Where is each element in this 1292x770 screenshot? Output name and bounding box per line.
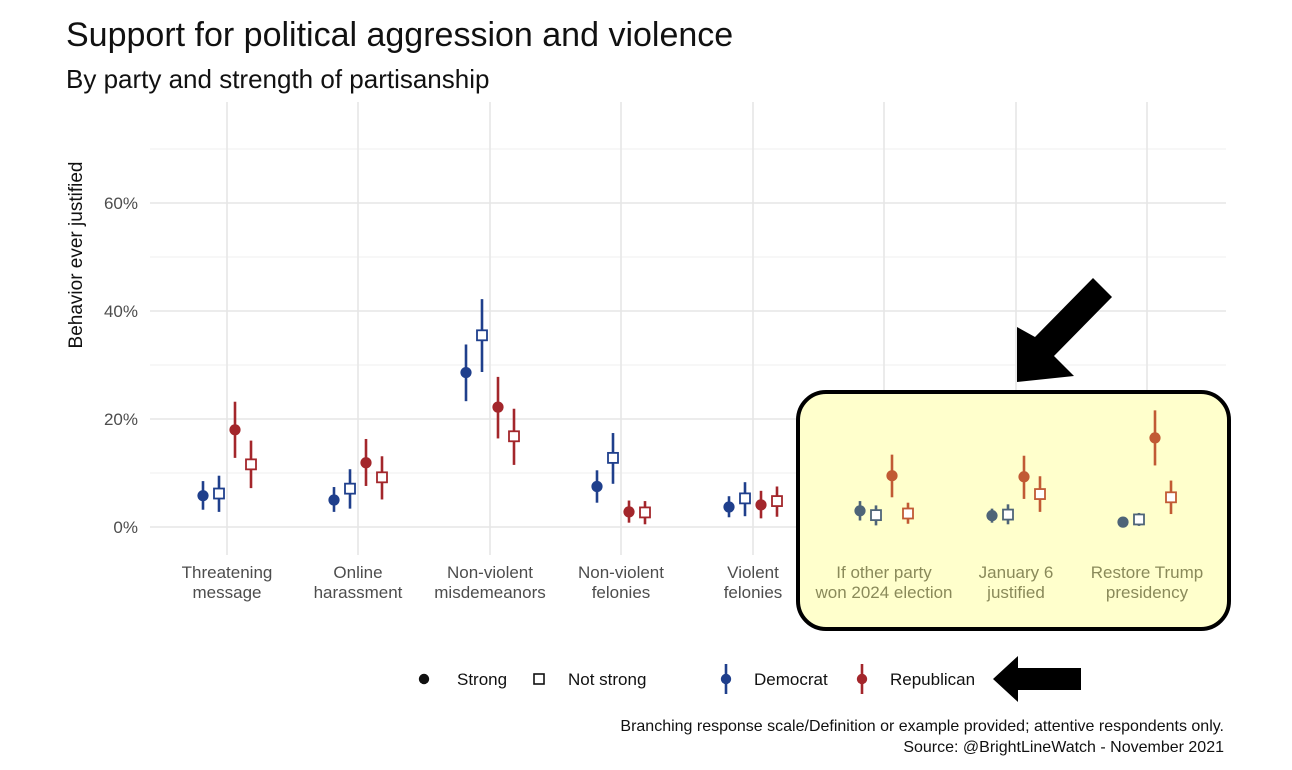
category-label: presidency — [1106, 583, 1189, 602]
point-not-strong — [476, 329, 488, 342]
point-strong — [328, 494, 340, 506]
chart-subtitle: By party and strength of partisanship — [66, 64, 489, 94]
category-label: January 6 — [979, 563, 1054, 582]
caption-line-1: Branching response scale/Definition or e… — [620, 718, 1224, 735]
legend-strong-symbol — [418, 673, 430, 685]
point-not-strong — [1165, 491, 1177, 504]
category-label: harassment — [314, 583, 403, 602]
point-not-strong — [771, 495, 783, 507]
caption-line-2: Source: @BrightLineWatch - November 2021 — [903, 739, 1224, 756]
category-label: won 2024 election — [814, 583, 952, 602]
point-not-strong — [1034, 488, 1046, 500]
point-not-strong — [376, 471, 388, 484]
point-strong — [886, 470, 898, 482]
category-label: Violent — [727, 563, 779, 582]
point-strong — [755, 499, 767, 511]
point-not-strong — [245, 458, 257, 471]
point-not-strong — [344, 482, 356, 495]
y-tick-label: 20% — [104, 410, 138, 429]
category-label: Non-violent — [578, 563, 664, 582]
category-label: Online — [333, 563, 382, 582]
y-tick-label: 40% — [104, 302, 138, 321]
point-strong — [854, 505, 866, 517]
category-label: felonies — [724, 583, 783, 602]
point-strong — [1018, 471, 1030, 483]
diagonal-arrow-icon — [1017, 278, 1112, 382]
point-not-strong — [1133, 513, 1145, 526]
point-not-strong — [607, 451, 619, 464]
point-strong — [986, 510, 998, 522]
category-label: message — [193, 583, 262, 602]
point-strong — [723, 501, 735, 513]
legend-not-strong-symbol — [533, 673, 545, 685]
point-not-strong — [213, 487, 225, 500]
point-not-strong — [1002, 508, 1014, 521]
legend-democrat-symbol — [720, 673, 732, 685]
legend-strong-label: Strong — [457, 670, 507, 689]
point-not-strong — [870, 509, 882, 522]
point-strong — [623, 506, 635, 518]
point-strong — [197, 490, 209, 502]
left-arrow-icon — [993, 656, 1081, 702]
category-label: misdemeanors — [434, 583, 546, 602]
y-tick-label: 60% — [104, 194, 138, 213]
data-marks — [197, 299, 1177, 528]
point-not-strong — [902, 507, 914, 520]
legend-republican-label: Republican — [890, 670, 975, 689]
point-not-strong — [739, 492, 751, 505]
legend: Strong Not strong Democrat Republican — [418, 664, 975, 694]
y-tick-label: 0% — [113, 518, 138, 537]
category-label: Threatening — [182, 563, 273, 582]
point-strong — [229, 424, 241, 436]
point-not-strong — [508, 430, 520, 443]
point-strong — [492, 401, 504, 413]
annotations — [993, 278, 1112, 702]
legend-republican-symbol — [856, 673, 868, 685]
category-label: justified — [986, 583, 1045, 602]
category-label: Non-violent — [447, 563, 533, 582]
category-label: felonies — [592, 583, 651, 602]
point-strong — [460, 366, 472, 379]
point-not-strong — [639, 506, 651, 519]
category-label: Restore Trump — [1091, 563, 1203, 582]
legend-democrat-label: Democrat — [754, 670, 828, 689]
category-label: If other party — [836, 563, 932, 582]
point-strong — [1117, 516, 1129, 528]
point-strong — [360, 457, 372, 469]
y-axis-label: Behavior ever justified — [66, 162, 87, 349]
point-strong — [1149, 432, 1161, 444]
y-tick-labels: 0% 20% 40% 60% — [104, 194, 138, 537]
legend-not-strong-label: Not strong — [568, 670, 646, 689]
point-strong — [591, 480, 603, 493]
chart-title: Support for political aggression and vio… — [66, 16, 733, 54]
